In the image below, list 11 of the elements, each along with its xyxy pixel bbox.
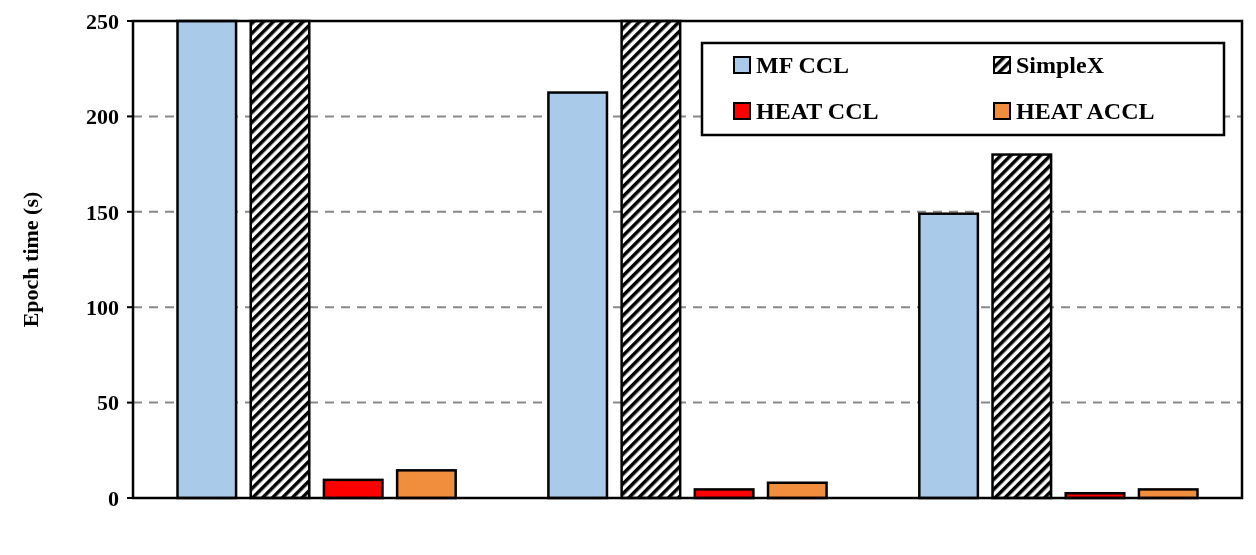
y-tick-label: 250: [86, 8, 119, 34]
y-tick-label: 100: [86, 294, 119, 320]
y-tick-label: 200: [86, 104, 119, 130]
y-tick-label: 0: [108, 485, 119, 511]
legend-label: MF CCL: [756, 52, 850, 79]
legend-label: SimpleX: [1016, 52, 1105, 79]
y-tick-label: 50: [97, 390, 119, 416]
y-axis-title: Epoch time (s): [18, 191, 43, 328]
y-tick-label: 150: [86, 199, 119, 225]
legend-label: HEAT CCL: [756, 98, 879, 125]
legend-label: HEAT ACCL: [1016, 98, 1155, 125]
